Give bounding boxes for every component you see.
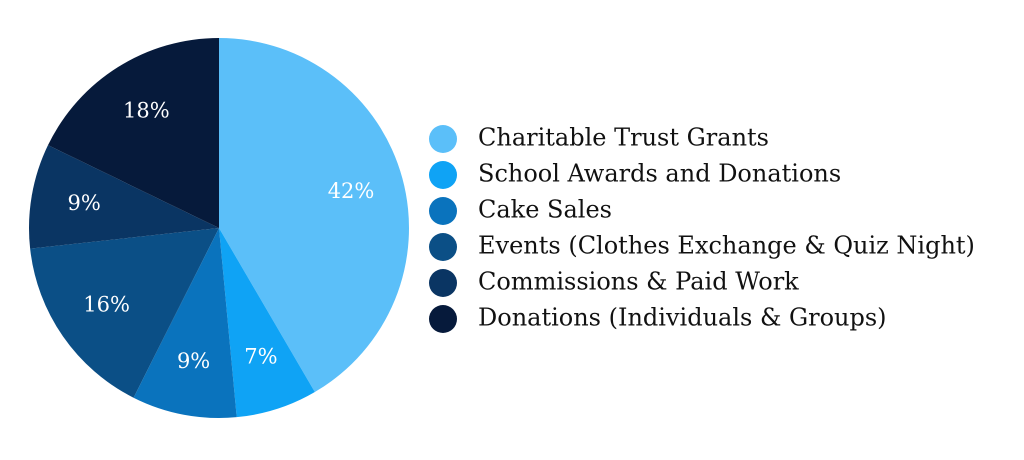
legend-swatch	[429, 269, 457, 297]
pie-slice	[219, 38, 409, 393]
legend-swatch	[429, 125, 457, 153]
pie-slice	[29, 145, 220, 249]
pie-slice	[30, 228, 219, 398]
legend-swatch	[429, 233, 457, 261]
slice-label: 42%	[328, 179, 375, 203]
legend-label: Donations (Individuals & Groups)	[478, 304, 887, 332]
legend-label: Cake Sales	[478, 196, 612, 224]
pie-slice	[133, 228, 237, 418]
legend-label: Charitable Trust Grants	[478, 124, 769, 152]
slice-label: 7%	[244, 345, 277, 369]
slice-label: 18%	[123, 99, 170, 123]
legend-swatch	[429, 197, 457, 225]
pie-slice	[219, 228, 315, 418]
legend-label: School Awards and Donations	[478, 160, 841, 188]
legend-swatch	[429, 161, 457, 189]
slice-label: 9%	[177, 349, 210, 373]
legend-label: Commissions & Paid Work	[478, 268, 799, 296]
legend-label: Events (Clothes Exchange & Quiz Night)	[478, 232, 975, 260]
slice-label: 16%	[83, 292, 130, 316]
slice-label: 9%	[68, 191, 101, 215]
legend-swatch	[429, 305, 457, 333]
pie-slice	[47, 38, 219, 228]
